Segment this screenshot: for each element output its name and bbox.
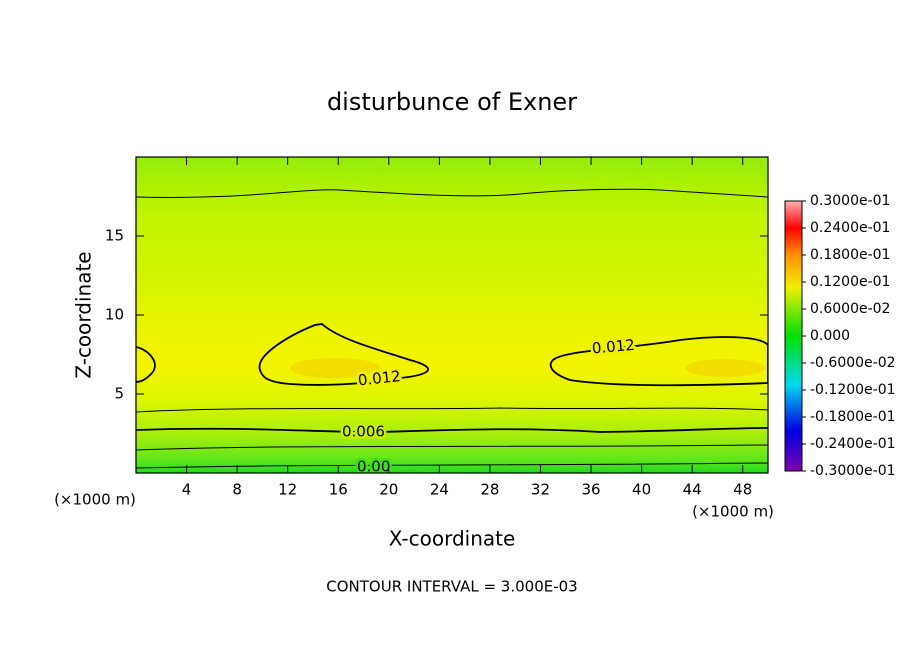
plot-area: 0.00 0.006 0.012 0.012: [136, 157, 768, 476]
contour-line: [136, 462, 768, 469]
colorbar-tick-label: 0.2400e-01: [810, 220, 890, 236]
contour-line: [136, 407, 768, 413]
contour-label: 0.012: [591, 336, 635, 358]
colorbar-tick-label: -0.1200e-01: [810, 382, 896, 398]
x-unit-label: (×1000 m): [54, 491, 136, 509]
x-tick-label: 20: [379, 481, 398, 499]
x-tick-label: 12: [278, 481, 297, 499]
x-tick-label: 4: [182, 481, 192, 499]
y-tick-label: 5: [114, 385, 124, 403]
annotation: CONTOUR INTERVAL = 3.000E-03: [326, 578, 577, 596]
contour-line: [136, 188, 768, 198]
x-tick-label: 24: [430, 481, 449, 499]
x-unit-label: (×1000 m): [692, 503, 774, 521]
x-tick-label: 8: [232, 481, 242, 499]
colorbar-tick-label: 0.1800e-01: [810, 247, 890, 263]
contour-line: [136, 444, 768, 451]
contour-line: [136, 427, 768, 433]
contour-line: [549, 336, 768, 387]
field-max: [290, 358, 380, 378]
y-tick-label: 15: [105, 227, 124, 245]
x-axis-label: X-coordinate: [389, 527, 516, 551]
contour-label: 0.00: [357, 458, 390, 476]
x-tick-label: 16: [329, 481, 348, 499]
x-tick-label: 28: [480, 481, 499, 499]
colorbar-tick-label: -0.3000e-01: [810, 463, 896, 479]
x-tick-label: 48: [733, 481, 752, 499]
colorbar-tick-label: -0.1800e-01: [810, 409, 896, 425]
x-tick-label: 32: [531, 481, 550, 499]
colorbar-tick-label: 0.3000e-01: [810, 193, 890, 209]
contour-line: [258, 323, 429, 386]
field: [136, 157, 768, 473]
contour-line: [136, 346, 156, 383]
x-tick-label: 40: [632, 481, 651, 499]
colorbar-tick-label: 0.000: [810, 328, 850, 344]
y-tick-label: 10: [105, 306, 124, 324]
chart-title: disturbunce of Exner: [327, 88, 577, 116]
contour-label: 0.006: [342, 423, 385, 441]
x-tick-label: 44: [683, 481, 702, 499]
colorbar-tick-label: -0.2400e-01: [810, 436, 896, 452]
colorbar: [784, 200, 803, 472]
colorbar-tick-label: -0.6000e-02: [810, 355, 896, 371]
colorbar-tick-label: 0.1200e-01: [810, 274, 890, 290]
colorbar-tick-label: 0.6000e-02: [810, 301, 890, 317]
x-tick-label: 36: [581, 481, 600, 499]
field-max: [685, 359, 765, 377]
y-axis-label: Z-coordinate: [72, 251, 96, 378]
